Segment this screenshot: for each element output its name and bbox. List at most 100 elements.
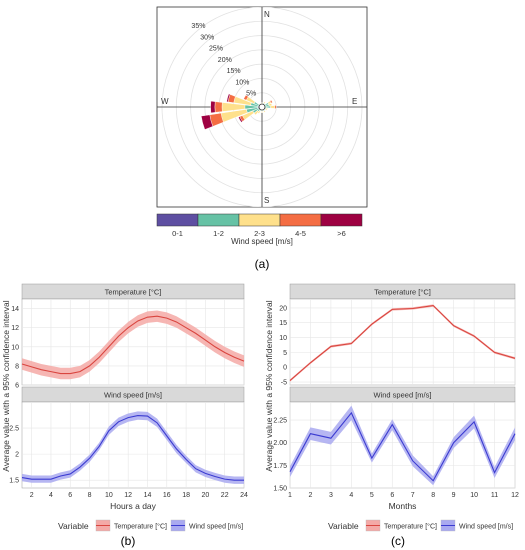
y-tick-label: 2 [15, 452, 19, 459]
y-tick-label: 8 [15, 363, 19, 370]
y-tick-label: 15 [279, 320, 287, 327]
y-tick-label: 2.5 [9, 426, 19, 433]
x-tick-label: 6 [68, 492, 72, 499]
x-tick-label: 5 [370, 492, 374, 499]
x-tick-label: 7 [411, 492, 415, 499]
legend-bin-label: 4-5 [295, 229, 306, 238]
legend-color-swatch [238, 213, 281, 227]
y-axis-label: Average value with a 95% confidence inte… [264, 300, 274, 471]
direction-label-w: W [161, 97, 169, 106]
radial-tick-label: 35% [191, 23, 205, 30]
legend-title: Variable [328, 521, 359, 531]
direction-label-e: E [352, 97, 357, 106]
x-tick-label: 4 [349, 492, 353, 499]
y-tick-label: 2.00 [273, 440, 287, 447]
legend-title: Variable [58, 521, 89, 531]
panel-label-a: (a) [255, 257, 270, 271]
x-axis-label: Months [389, 501, 417, 511]
x-tick-label: 22 [221, 492, 229, 499]
radial-tick-label: 5% [246, 91, 256, 98]
legend-bin-label: 0-1 [172, 229, 183, 238]
legend-entry-label: Wind speed [m/s] [189, 524, 243, 531]
x-tick-label: 4 [49, 492, 53, 499]
panel-label-b: (b) [121, 534, 136, 548]
legend-color-swatch [320, 213, 363, 227]
plot-panel [289, 298, 516, 386]
rose-center-marker [258, 103, 266, 111]
legend-bin-label: 2-3 [254, 229, 265, 238]
x-tick-label: 10 [105, 492, 113, 499]
y-axis-label: Average value with a 95% confidence inte… [1, 300, 11, 471]
y-tick-label: -5 [281, 380, 287, 387]
y-tick-label: 6 [15, 383, 19, 390]
x-tick-label: 6 [390, 492, 394, 499]
x-tick-label: 18 [182, 492, 190, 499]
x-tick-label: 20 [201, 492, 209, 499]
mean-line [21, 315, 245, 375]
x-tick-label: 8 [88, 492, 92, 499]
hourly-chart: Temperature [°C] 6 8 10 12 14 Wind speed [m/s]… [1, 283, 248, 532]
confidence-band [22, 310, 244, 380]
y-tick-label: 0 [283, 365, 287, 372]
rose-wedge-segment [257, 110, 261, 114]
rose-wedge-segment [201, 114, 214, 130]
radial-tick-label: 30% [200, 34, 214, 41]
x-tick-label: 14 [144, 492, 152, 499]
legend-bin-label: >6 [337, 229, 346, 238]
mean-line [21, 414, 244, 481]
rose-wedge-segment [268, 103, 273, 107]
rose-wedge-segment [238, 116, 243, 123]
confidence-band [290, 405, 515, 486]
y-tick-label: 12 [11, 325, 19, 332]
y-tick-label: 10 [279, 335, 287, 342]
facet-strip-label: Temperature [°C] [105, 288, 162, 297]
radial-tick-label: 10% [235, 79, 249, 86]
x-tick-label: 24 [240, 492, 248, 499]
x-tick-label: 1 [288, 492, 292, 499]
y-tick-label: 20 [279, 305, 287, 312]
rose-wedge-segment [263, 110, 266, 113]
radial-tick-label: 15% [227, 68, 241, 75]
rose-wedge-segment [269, 99, 273, 104]
direction-label-n: N [264, 10, 270, 19]
legend-color-swatch [279, 213, 322, 227]
y-tick-label: 14 [11, 306, 19, 313]
y-tick-label: 10 [11, 344, 19, 351]
x-tick-label: 12 [511, 492, 519, 499]
rose-wedge-segment [261, 111, 263, 113]
y-tick-label: 5 [283, 350, 287, 357]
radial-tick-label: 25% [209, 46, 223, 53]
legend-entry-label: Wind speed [m/s] [459, 524, 513, 531]
mean-line [289, 411, 516, 482]
x-tick-label: 12 [124, 492, 132, 499]
x-axis-label: Hours a day [110, 501, 157, 511]
rose-wedge-segment [226, 93, 231, 103]
y-tick-label: 2.25 [273, 418, 287, 425]
rose-wedge-segment [243, 94, 249, 101]
rose-wedge-segment [274, 105, 277, 109]
mean-line [289, 304, 516, 381]
x-tick-label: 8 [431, 492, 435, 499]
y-tick-label: 1.50 [273, 486, 287, 493]
x-tick-label: 11 [491, 492, 498, 499]
x-tick-label: 2 [30, 492, 34, 499]
x-tick-label: 3 [329, 492, 333, 499]
confidence-band [22, 411, 244, 484]
panel-label-c: (c) [391, 534, 405, 548]
rose-wedge-segment [210, 100, 216, 114]
wind-rose-chart: N E S W 5% 10% 15% 20% 25% 30% 35% 0-1 1-2 2-3 4-5 >6 Wi… [156, 6, 368, 246]
radial-tick-label: 20% [218, 57, 232, 64]
x-tick-label: 2 [309, 492, 313, 499]
rose-wedge-segment [253, 110, 259, 116]
legend-bin-label: 1-2 [213, 229, 224, 238]
x-tick-label: 10 [470, 492, 478, 499]
rose-wedge-segment [214, 101, 223, 113]
x-tick-label: 16 [163, 492, 171, 499]
legend-entry-label: Temperature [°C] [114, 523, 167, 531]
y-tick-label: 1.5 [9, 478, 19, 485]
facet-strip-label: Wind speed [m/s] [374, 391, 432, 400]
legend-title: Wind speed [m/s] [231, 237, 293, 246]
facet-strip-label: Temperature [°C] [374, 288, 431, 297]
